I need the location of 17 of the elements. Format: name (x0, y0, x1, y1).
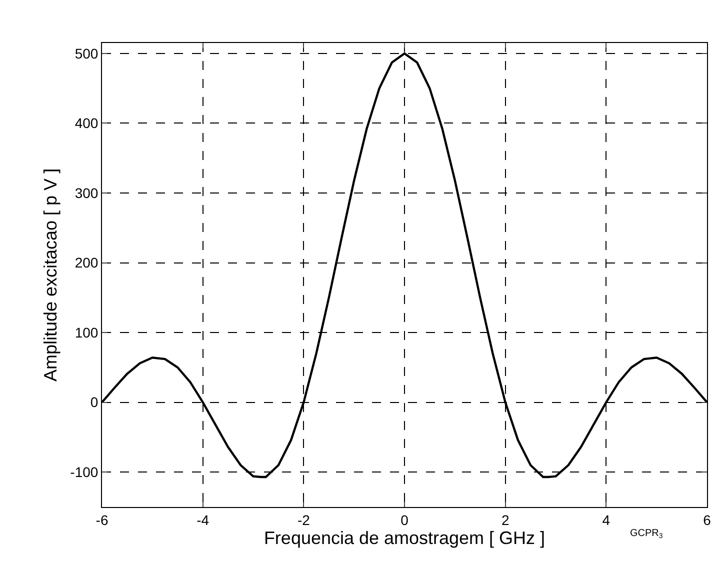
x-tick-label: 0 (400, 512, 409, 528)
y-tick-label: 100 (74, 324, 98, 340)
x-tick-label: 4 (602, 512, 610, 528)
text: GCPR$_{3}$ (630, 528, 663, 540)
y-tick-label: 500 (74, 45, 98, 62)
x-tick-label: -4 (196, 512, 210, 528)
x-axis-title: Frequencia de amostragem [ GHz ] (264, 528, 546, 548)
x-tick-label: 2 (501, 512, 510, 528)
y-axis-title: Amplitude excitacao [ p V ] (40, 168, 60, 382)
y-tick-label: 400 (74, 115, 98, 132)
x-tick-label: -6 (96, 512, 108, 528)
y-tick-label: -100 (70, 464, 98, 480)
x-tick-label: 6 (703, 512, 712, 528)
y-tick-label: 0 (90, 394, 98, 410)
y-tick-label: 200 (74, 254, 98, 271)
x-tick-label: -2 (297, 512, 310, 528)
y-tick-label: 300 (74, 184, 98, 201)
